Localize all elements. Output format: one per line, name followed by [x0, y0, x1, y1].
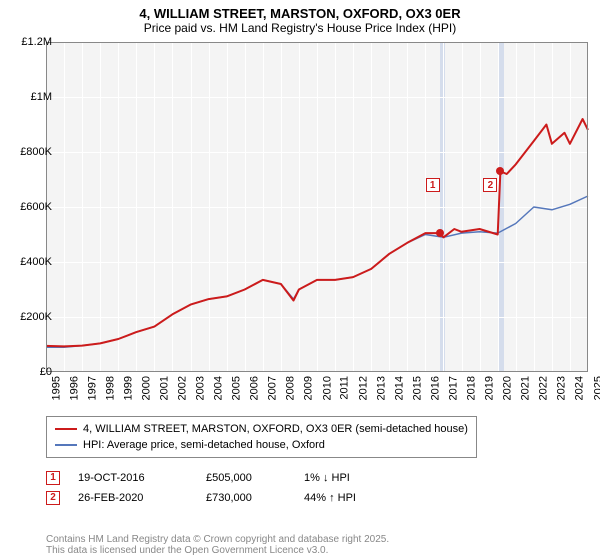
x-tick-label: 2024 — [574, 376, 586, 400]
x-tick-label: 2011 — [339, 376, 351, 400]
y-tick-label: £600K — [20, 201, 52, 213]
title-line1: 4, WILLIAM STREET, MARSTON, OXFORD, OX3 … — [0, 6, 600, 21]
legend-area: 4, WILLIAM STREET, MARSTON, OXFORD, OX3 … — [46, 416, 588, 508]
x-tick-label: 2013 — [375, 376, 387, 400]
series-property — [46, 119, 588, 346]
x-tick-label: 2001 — [158, 376, 170, 400]
legend-label: HPI: Average price, semi-detached house,… — [83, 439, 325, 451]
x-tick-label: 2018 — [466, 376, 478, 400]
x-tick-label: 2007 — [267, 376, 279, 400]
x-tick-label: 2002 — [176, 376, 188, 400]
sale-marker-box: 2 — [483, 178, 497, 192]
x-tick-label: 1999 — [122, 376, 134, 400]
gridline-h — [46, 372, 588, 373]
y-tick-label: £400K — [20, 256, 52, 268]
sale-marker-box: 1 — [426, 178, 440, 192]
x-tick-label: 2000 — [140, 376, 152, 400]
x-tick-label: 2020 — [502, 376, 514, 400]
footer: Contains HM Land Registry data © Crown c… — [46, 534, 389, 556]
sale-date: 19-OCT-2016 — [78, 472, 188, 484]
series-hpi — [46, 196, 588, 347]
x-tick-label: 2015 — [411, 376, 423, 400]
x-tick-label: 2014 — [393, 376, 405, 400]
x-tick-label: 2017 — [447, 376, 459, 400]
x-tick-label: 2025 — [592, 376, 600, 400]
x-tick-label: 2010 — [321, 376, 333, 400]
x-tick-label: 2006 — [249, 376, 261, 400]
footer-line1: Contains HM Land Registry data © Crown c… — [46, 534, 389, 545]
y-tick-label: £800K — [20, 146, 52, 158]
chart-container: 4, WILLIAM STREET, MARSTON, OXFORD, OX3 … — [0, 0, 600, 560]
sale-marker-box: 2 — [46, 491, 60, 505]
chart-area: 12 — [46, 42, 588, 372]
legend-swatch — [55, 444, 77, 446]
sale-delta: 1% ↓ HPI — [304, 472, 404, 484]
sale-price: £730,000 — [206, 492, 286, 504]
sale-dot — [496, 167, 504, 175]
title-line2: Price paid vs. HM Land Registry's House … — [0, 21, 600, 35]
legend-row: 4, WILLIAM STREET, MARSTON, OXFORD, OX3 … — [55, 421, 468, 437]
x-tick-label: 1997 — [86, 376, 98, 400]
sale-delta: 44% ↑ HPI — [304, 492, 404, 504]
footer-line2: This data is licensed under the Open Gov… — [46, 545, 389, 556]
x-tick-label: 2004 — [213, 376, 225, 400]
y-tick-label: £200K — [20, 311, 52, 323]
x-tick-label: 1998 — [104, 376, 116, 400]
x-tick-label: 1996 — [68, 376, 80, 400]
sale-price: £505,000 — [206, 472, 286, 484]
title-block: 4, WILLIAM STREET, MARSTON, OXFORD, OX3 … — [0, 0, 600, 37]
legend-swatch — [55, 428, 77, 430]
x-tick-label: 2019 — [484, 376, 496, 400]
line-layer — [46, 42, 588, 372]
x-tick-label: 2016 — [429, 376, 441, 400]
x-tick-label: 2022 — [538, 376, 550, 400]
gridline-v — [588, 42, 589, 372]
legend-label: 4, WILLIAM STREET, MARSTON, OXFORD, OX3 … — [83, 423, 468, 435]
x-tick-label: 2009 — [303, 376, 315, 400]
sale-dot — [436, 229, 444, 237]
sale-date: 26-FEB-2020 — [78, 492, 188, 504]
x-tick-label: 2003 — [195, 376, 207, 400]
sales-row: 2 26-FEB-2020 £730,000 44% ↑ HPI — [46, 488, 588, 508]
x-tick-label: 2021 — [520, 376, 532, 400]
legend-row: HPI: Average price, semi-detached house,… — [55, 437, 468, 453]
x-tick-label: 2012 — [357, 376, 369, 400]
sales-row: 1 19-OCT-2016 £505,000 1% ↓ HPI — [46, 468, 588, 488]
x-tick-label: 1995 — [50, 376, 62, 400]
sale-marker-box: 1 — [46, 471, 60, 485]
x-tick-label: 2005 — [231, 376, 243, 400]
x-tick-label: 2008 — [285, 376, 297, 400]
x-tick-label: 2023 — [556, 376, 568, 400]
sales-table: 1 19-OCT-2016 £505,000 1% ↓ HPI 2 26-FEB-2020… — [46, 468, 588, 508]
legend-box: 4, WILLIAM STREET, MARSTON, OXFORD, OX3 … — [46, 416, 477, 458]
y-tick-label: £1M — [31, 91, 52, 103]
y-tick-label: £1.2M — [21, 36, 52, 48]
